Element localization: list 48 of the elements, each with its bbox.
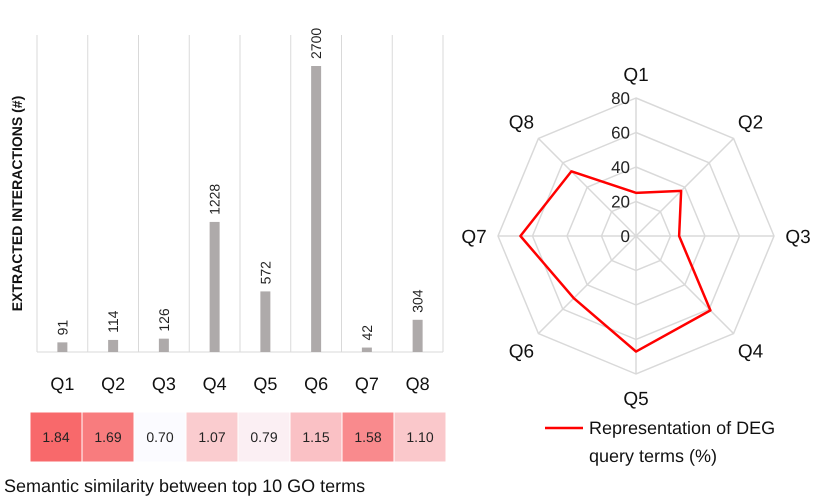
spoke-label: Q5 [623,389,649,410]
data-label: 1.58 [354,429,382,445]
data-label: 1.69 [94,429,122,445]
spoke-label: Q7 [461,227,487,248]
data-label: 0.79 [250,429,278,445]
data-label: 91 [54,320,70,336]
bar [260,291,270,352]
data-label: 572 [257,260,274,284]
y-tick-label: 80 [611,89,630,108]
data-label: 1.10 [406,429,434,445]
bar [362,348,372,352]
y-tick-label: 0 [620,227,630,246]
data-label: 1.84 [42,429,70,445]
x-tick-label: Q2 [101,374,126,394]
spoke-label: Q2 [738,112,764,134]
data-label: 126 [156,308,172,332]
data-label: 1.15 [302,429,330,445]
spoke-label: Q1 [623,65,649,86]
x-tick-label: Q5 [253,374,278,394]
x-tick-label: Q6 [304,374,328,394]
y-tick-label: 20 [611,192,630,212]
data-label: 2700 [308,28,324,59]
spoke-label: Q4 [738,342,764,363]
spoke-label: Q3 [785,227,811,248]
data-label: 0.70 [146,429,174,445]
data-label: 304 [410,289,426,313]
data-label: 114 [105,310,122,333]
data-label: 1.07 [198,429,226,445]
spoke-label: Q6 [508,342,534,363]
spoke-label: Q8 [508,112,534,134]
x-tick-label: Q3 [152,374,176,394]
y-axis-title: EXTRACTED INTERACTIONS (#) [9,96,25,312]
bar [158,338,169,352]
x-tick-label: Q4 [202,374,227,394]
bar [210,222,220,352]
bar [57,342,68,352]
data-label: 1228 [206,184,223,215]
y-tick-label: 40 [611,158,630,177]
x-axis-title: Semantic similarity between top 10 GO terms [4,476,366,496]
x-tick-label: Q8 [406,374,430,394]
data-label: 42 [358,324,375,341]
x-tick-label: Q7 [354,374,379,394]
bar [108,340,118,352]
x-tick-label: Q1 [50,374,74,394]
bar [412,320,423,352]
bar [311,66,322,352]
y-tick-label: 60 [611,124,630,142]
legend-label: Representation of DEG query terms (%) [589,418,776,466]
